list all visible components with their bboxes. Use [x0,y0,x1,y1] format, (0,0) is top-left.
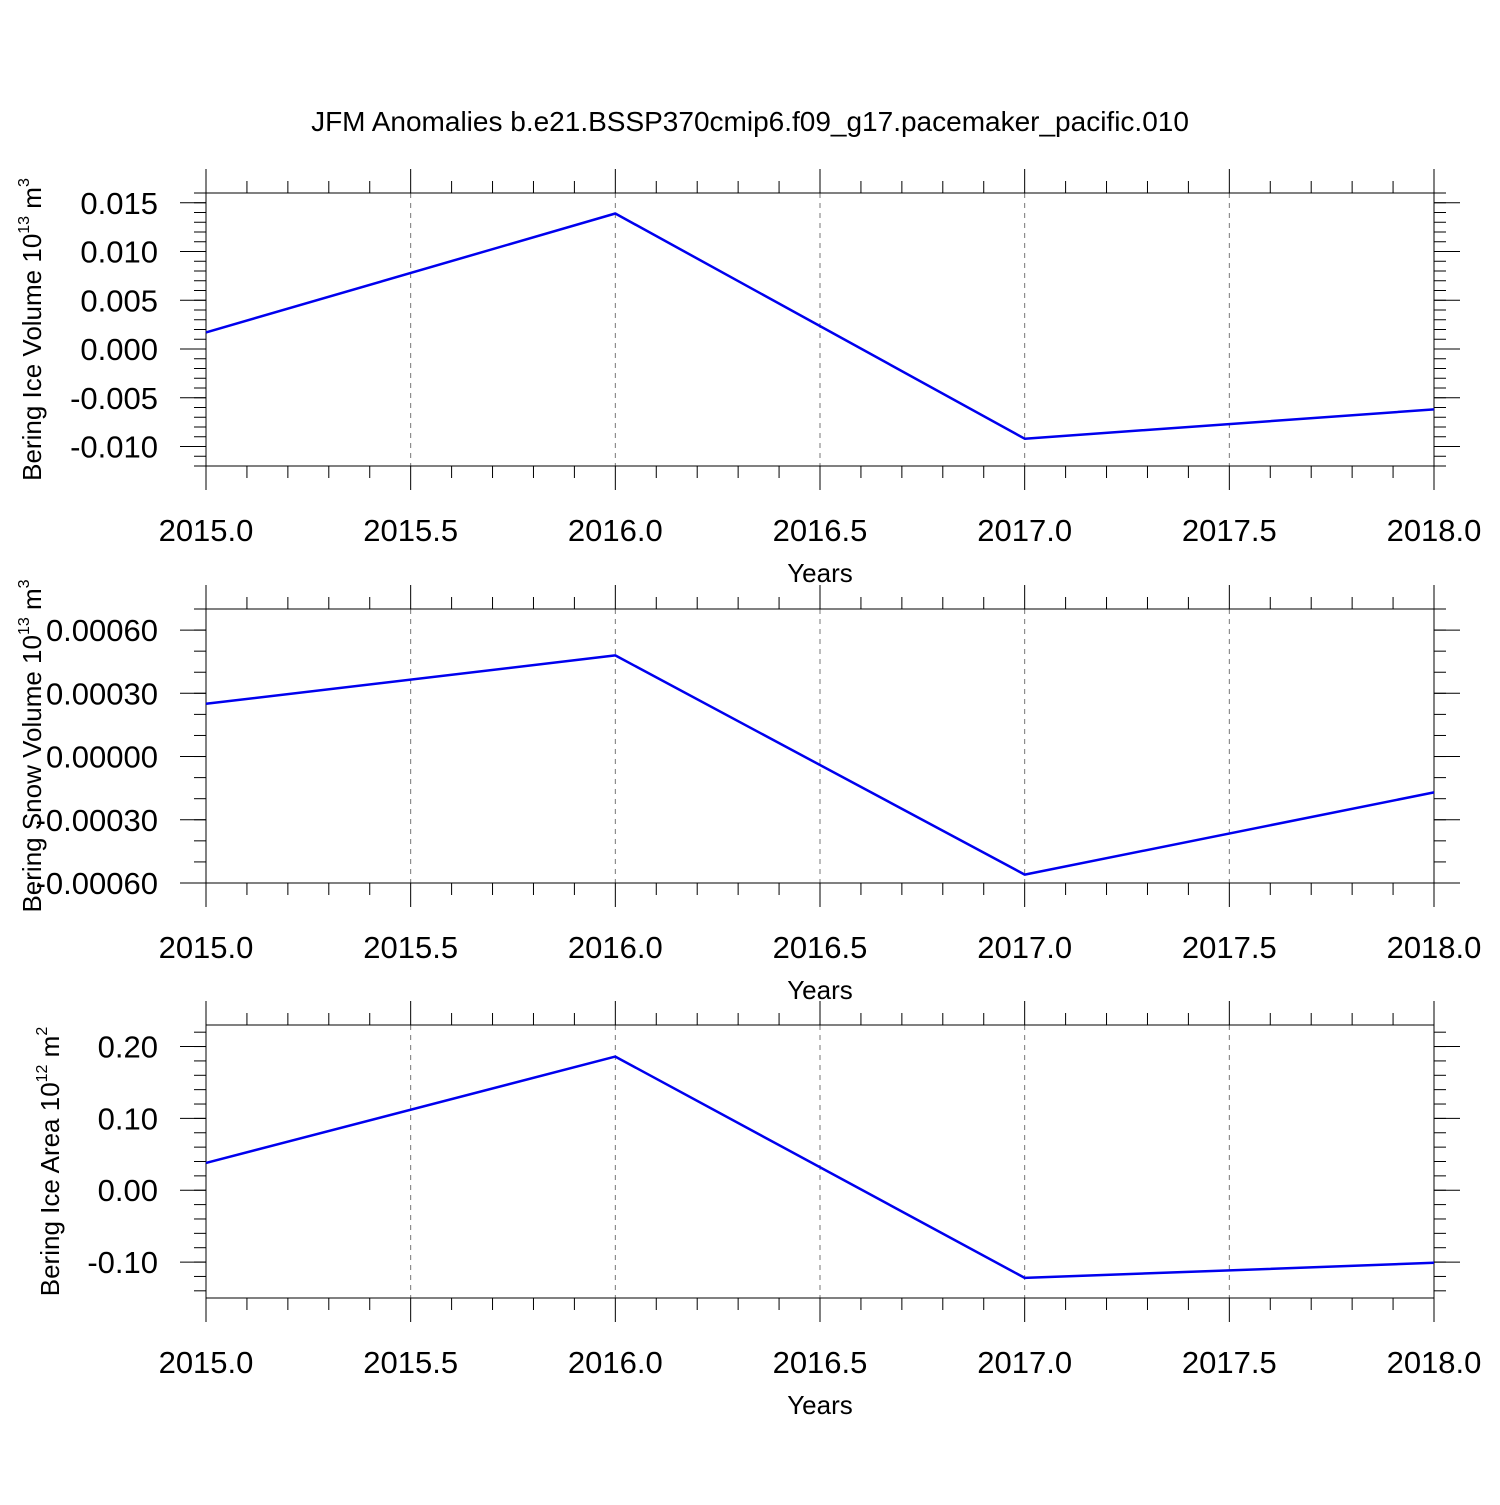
x-tick-label: 2015.5 [363,513,458,548]
x-tick-label: 2015.5 [363,930,458,965]
x-tick-label: 2017.5 [1182,1345,1277,1380]
y-tick-label: 0.00 [98,1173,158,1208]
y-tick-label: 0.00000 [46,740,158,775]
y-tick-label: -0.010 [70,430,158,465]
x-tick-label: 2016.5 [773,1345,868,1380]
x-axis-label: Years [787,558,853,588]
x-tick-label: 2017.0 [977,513,1072,548]
x-tick-label: 2015.0 [159,1345,254,1380]
y-tick-label: -0.10 [87,1245,158,1280]
y-axis-label: Bering Snow Volume 1013 m3 [16,579,47,912]
x-tick-label: 2015.0 [159,513,254,548]
x-tick-label: 2016.5 [773,513,868,548]
x-tick-label: 2017.5 [1182,930,1277,965]
y-tick-label: 0.20 [98,1030,158,1065]
y-tick-label: 0.000 [80,332,158,367]
x-axis-label: Years [787,975,853,1005]
x-tick-label: 2018.0 [1387,513,1482,548]
y-tick-label: 0.015 [80,186,158,221]
x-tick-label: 2015.5 [363,1345,458,1380]
y-tick-label: 0.005 [80,283,158,318]
chart-panel-1: -0.010 -0.005 0.000 0.005 0.010 0.015 2015.0 20… [16,169,1481,588]
x-tick-label: 2017.0 [977,1345,1072,1380]
figure-title: JFM Anomalies b.e21.BSSP370cmip6.f09_g17… [311,106,1189,137]
x-tick-label: 2016.0 [568,930,663,965]
y-axis-label: Bering Ice Area 1012 m2 [34,1027,65,1297]
x-tick-label: 2016.0 [568,1345,663,1380]
y-tick-label: -0.00060 [36,866,158,901]
x-tick-label: 2017.5 [1182,513,1277,548]
y-tick-label: -0.00030 [36,803,158,838]
y-tick-label: -0.005 [70,381,158,416]
x-tick-label: 2018.0 [1387,930,1482,965]
y-tick-label: 0.010 [80,235,158,270]
x-tick-label: 2017.0 [977,930,1072,965]
x-axis-label: Years [787,1390,853,1420]
x-tick-label: 2016.5 [773,930,868,965]
x-tick-label: 2016.0 [568,513,663,548]
chart-panel-2: -0.00060 -0.00030 0.00000 0.00030 0.00060 201… [16,579,1481,1005]
y-tick-label: 0.10 [98,1101,158,1136]
x-tick-label: 2018.0 [1387,1345,1482,1380]
x-tick-label: 2015.0 [159,930,254,965]
chart-panel-3: -0.10 0.00 0.10 0.20 2015.0 2015.5 2016.0 2016.… [34,1001,1481,1420]
y-axis-label: Bering Ice Volume 1013 m3 [16,178,47,481]
y-tick-label: 0.00060 [46,613,158,648]
y-tick-label: 0.00030 [46,676,158,711]
